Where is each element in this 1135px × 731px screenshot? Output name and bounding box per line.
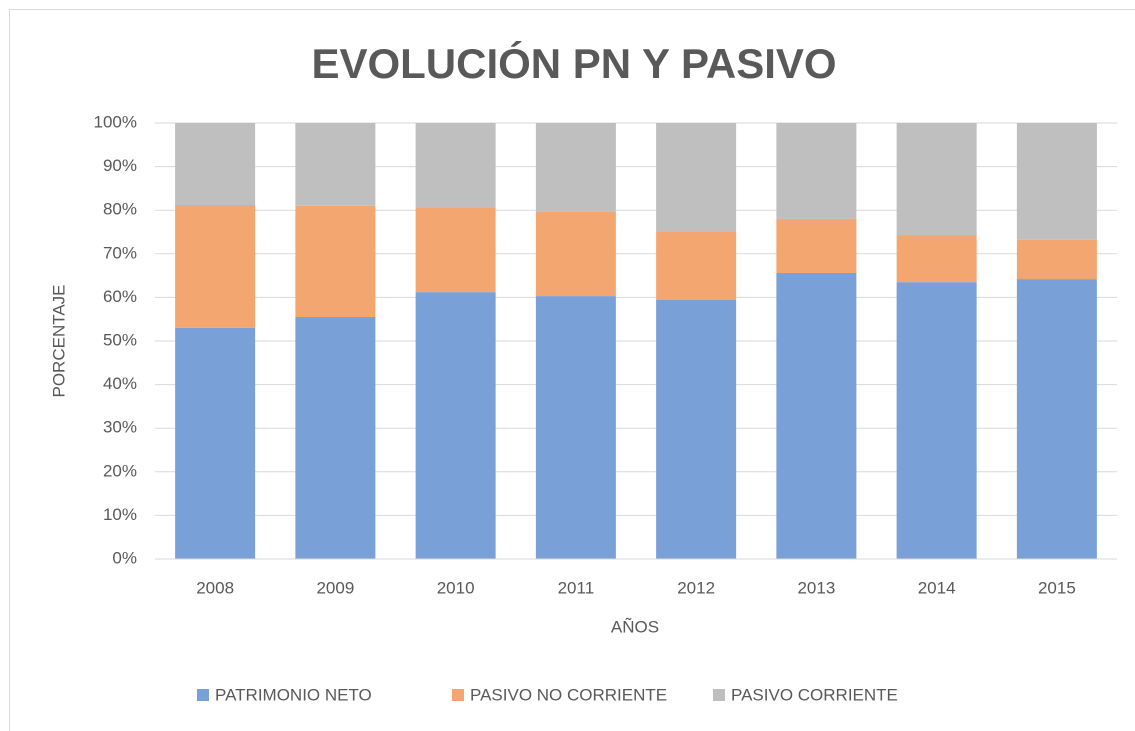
bar-segment bbox=[535, 296, 616, 559]
bar-segment bbox=[1016, 123, 1097, 240]
bar-segment bbox=[295, 205, 376, 318]
x-tick-label: 2015 bbox=[1038, 578, 1076, 597]
bar-segment bbox=[295, 123, 376, 206]
bar-segment bbox=[415, 123, 496, 208]
x-tick-label: 2014 bbox=[918, 578, 956, 597]
y-tick-label: 70% bbox=[103, 243, 137, 262]
bar-segment bbox=[656, 231, 737, 301]
bar-segment bbox=[776, 123, 857, 219]
y-tick-label: 0% bbox=[112, 548, 137, 567]
x-tick-label: 2009 bbox=[316, 578, 354, 597]
bar-segment bbox=[535, 123, 616, 212]
legend-swatch bbox=[713, 689, 725, 701]
y-tick-label: 90% bbox=[103, 156, 137, 175]
bar-segment bbox=[656, 123, 737, 232]
bar-segment bbox=[535, 211, 616, 297]
y-tick-label: 10% bbox=[103, 505, 137, 524]
legend-label: PASIVO CORRIENTE bbox=[731, 685, 898, 704]
y-tick-label: 30% bbox=[103, 418, 137, 437]
y-tick-label: 40% bbox=[103, 374, 137, 393]
y-tick-label: 60% bbox=[103, 287, 137, 306]
y-tick-label: 20% bbox=[103, 461, 137, 480]
x-tick-label: 2012 bbox=[677, 578, 715, 597]
bar-segment bbox=[415, 292, 496, 559]
chart-frame bbox=[9, 9, 1135, 731]
bar-segment bbox=[896, 123, 977, 236]
y-tick-label: 80% bbox=[103, 200, 137, 219]
y-tick-label: 50% bbox=[103, 330, 137, 349]
bar-segment bbox=[1016, 279, 1097, 559]
legend-label: PASIVO NO CORRIENTE bbox=[470, 685, 667, 704]
bar-segment bbox=[776, 218, 857, 273]
legend-swatch bbox=[452, 689, 464, 701]
x-tick-label: 2011 bbox=[558, 578, 595, 597]
bar-segment bbox=[175, 204, 256, 328]
legend-swatch bbox=[197, 689, 209, 701]
x-tick-label: 2008 bbox=[196, 578, 234, 597]
bar-segment bbox=[896, 235, 977, 283]
bar-segment bbox=[415, 207, 496, 293]
legend-label: PATRIMONIO NETO bbox=[215, 685, 372, 704]
x-tick-label: 2013 bbox=[797, 578, 835, 597]
bar-segment bbox=[656, 300, 737, 559]
chart-title: EVOLUCIÓN PN Y PASIVO bbox=[311, 39, 836, 87]
bar-segment bbox=[295, 317, 376, 559]
bar-segment bbox=[776, 272, 857, 559]
bar-segment bbox=[175, 327, 256, 559]
bar-segment bbox=[1016, 239, 1097, 280]
bar-segment bbox=[175, 123, 256, 205]
x-axis-title: AÑOS bbox=[611, 617, 659, 636]
y-axis-title: PORCENTAJE bbox=[49, 284, 68, 397]
y-tick-label: 100% bbox=[94, 112, 137, 131]
bar-segment bbox=[896, 282, 977, 559]
x-tick-label: 2010 bbox=[437, 578, 475, 597]
